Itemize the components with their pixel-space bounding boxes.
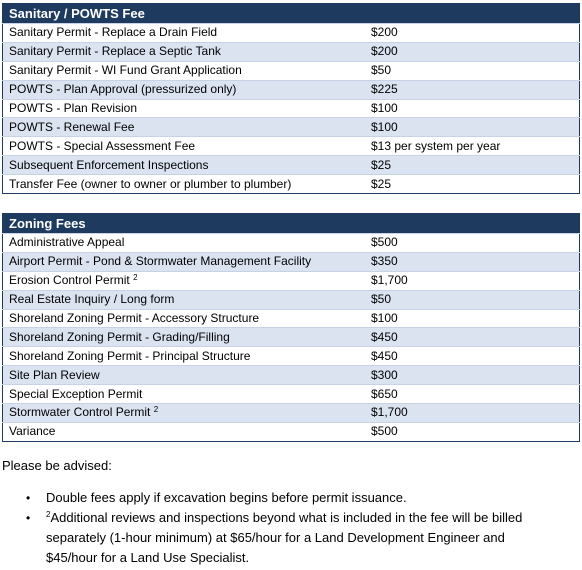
fee-label: Real Estate Inquiry / Long form	[9, 292, 175, 307]
fee-label-cell: Airport Permit - Pond & Stormwater Manag…	[2, 251, 371, 272]
fee-label: Airport Permit - Pond & Stormwater Manag…	[9, 254, 312, 269]
fee-label-cell: Special Exception Permit	[2, 384, 371, 404]
table-row: Shoreland Zoning Permit - Principal Stru…	[2, 346, 580, 366]
fee-amount: $50	[371, 60, 580, 81]
fee-label: Variance	[9, 424, 56, 439]
fee-label: POWTS - Plan Approval (pressurized only)	[2, 79, 371, 100]
footnote-marker: 2	[153, 405, 159, 415]
fee-amount: $1,700	[371, 403, 580, 423]
table-row: Sanitary Permit - WI Fund Grant Applicat…	[2, 60, 580, 81]
table-row: POWTS - Plan Revision $100	[2, 98, 580, 118]
fee-amount: $50	[371, 289, 580, 310]
fee-amount: $450	[371, 327, 580, 347]
fee-label: POWTS - Renewal Fee	[2, 117, 371, 137]
bullet-icon: •	[26, 511, 31, 525]
table-row: Administrative Appeal $500	[2, 233, 580, 253]
list-item: • Double fees apply if excavation begins…	[0, 488, 582, 508]
notice-text: Additional reviews and inspections beyon…	[46, 510, 523, 565]
zoning-table-title: Zoning Fees	[2, 213, 580, 234]
fee-amount: $650	[371, 384, 580, 404]
table-row: Transfer Fee (owner to owner or plumber …	[2, 174, 580, 194]
table-row: Site Plan Review $300	[2, 365, 580, 385]
table-row: POWTS - Renewal Fee $100	[2, 117, 580, 137]
fee-amount: $300	[371, 365, 580, 385]
fee-label: POWTS - Plan Revision	[2, 98, 371, 118]
fee-amount: $225	[371, 79, 580, 100]
footnote-marker: 2	[133, 273, 138, 283]
fee-label-cell: Variance	[2, 421, 371, 442]
table-row: Stormwater Control Permit 2 $1,700	[2, 403, 580, 423]
fee-label-cell: Stormwater Control Permit 2	[2, 403, 371, 423]
sanitary-table-title: Sanitary / POWTS Fee	[2, 3, 580, 24]
notice-text: Double fees apply if excavation begins b…	[46, 490, 407, 505]
table-row: Variance $500	[2, 421, 580, 442]
notice-heading: Please be advised:	[2, 458, 112, 473]
table-row: Shoreland Zoning Permit - Grading/Fillin…	[2, 327, 580, 347]
fee-amount: $450	[371, 346, 580, 366]
fee-amount: $200	[371, 41, 580, 62]
table-row: Special Exception Permit $650	[2, 384, 580, 404]
fee-label: Sanitary Permit - WI Fund Grant Applicat…	[2, 60, 371, 81]
fee-label-cell: Shoreland Zoning Permit - Grading/Fillin…	[2, 327, 371, 347]
fee-amount: $25	[371, 174, 580, 194]
table-row: Subsequent Enforcement Inspections $25	[2, 155, 580, 175]
table-row: Shoreland Zoning Permit - Accessory Stru…	[2, 308, 580, 328]
notice-list: • Double fees apply if excavation begins…	[0, 488, 582, 568]
table-header: Sanitary / POWTS Fee	[2, 3, 580, 24]
fee-label: Sanitary Permit - Replace a Septic Tank	[2, 41, 371, 62]
table-row: Sanitary Permit - Replace a Drain Field …	[2, 23, 580, 43]
fee-label-cell: Site Plan Review	[2, 365, 371, 385]
fee-label-cell: Erosion Control Permit 2	[2, 270, 371, 291]
fee-label: Shoreland Zoning Permit - Principal Stru…	[9, 348, 251, 363]
table-row: Real Estate Inquiry / Long form $50	[2, 289, 580, 310]
fee-amount: $100	[371, 308, 580, 328]
fee-label: Shoreland Zoning Permit - Grading/Fillin…	[9, 329, 230, 344]
fee-label: Administrative Appeal	[9, 235, 125, 250]
fee-amount: $25	[371, 155, 580, 175]
table-row: POWTS - Plan Approval (pressurized only)…	[2, 79, 580, 100]
footnote-marker: 2	[46, 510, 51, 519]
fee-label-cell: Shoreland Zoning Permit - Accessory Stru…	[2, 308, 371, 328]
fee-label: Transfer Fee (owner to owner or plumber …	[2, 174, 371, 194]
bullet-icon: •	[26, 491, 31, 505]
fee-label: Stormwater Control Permit	[9, 405, 151, 420]
fee-amount: $200	[371, 23, 580, 43]
fee-amount: $13 per system per year	[371, 136, 580, 156]
fee-amount: $350	[371, 251, 580, 272]
fee-label-cell: Administrative Appeal	[2, 233, 371, 253]
fee-amount: $1,700	[371, 270, 580, 291]
fee-label: Special Exception Permit	[9, 386, 143, 401]
fee-label-cell: Shoreland Zoning Permit - Principal Stru…	[2, 346, 371, 366]
fee-label: Erosion Control Permit	[9, 273, 130, 288]
table-row: Sanitary Permit - Replace a Septic Tank …	[2, 41, 580, 62]
fee-amount: $500	[371, 421, 580, 442]
fee-label: Shoreland Zoning Permit - Accessory Stru…	[9, 311, 260, 325]
fee-label-cell: Real Estate Inquiry / Long form	[2, 289, 371, 310]
fee-amount: $100	[371, 98, 580, 118]
sanitary-fee-table: Sanitary / POWTS Fee Sanitary Permit - R…	[2, 3, 580, 195]
fee-label: Sanitary Permit - Replace a Drain Field	[2, 23, 371, 43]
table-row: POWTS - Special Assessment Fee $13 per s…	[2, 136, 580, 156]
fee-amount: $500	[371, 233, 580, 253]
table-header: Zoning Fees	[2, 213, 580, 234]
table-row: Airport Permit - Pond & Stormwater Manag…	[2, 251, 580, 272]
list-item: • 2Additional reviews and inspections be…	[0, 508, 582, 568]
fee-label: Site Plan Review	[9, 367, 100, 382]
fee-amount: $100	[371, 117, 580, 137]
zoning-fee-table: Zoning Fees Administrative Appeal $500 A…	[2, 213, 580, 442]
table-row: Erosion Control Permit 2 $1,700	[2, 270, 580, 291]
fee-label: Subsequent Enforcement Inspections	[2, 155, 371, 175]
fee-label: POWTS - Special Assessment Fee	[2, 136, 371, 156]
